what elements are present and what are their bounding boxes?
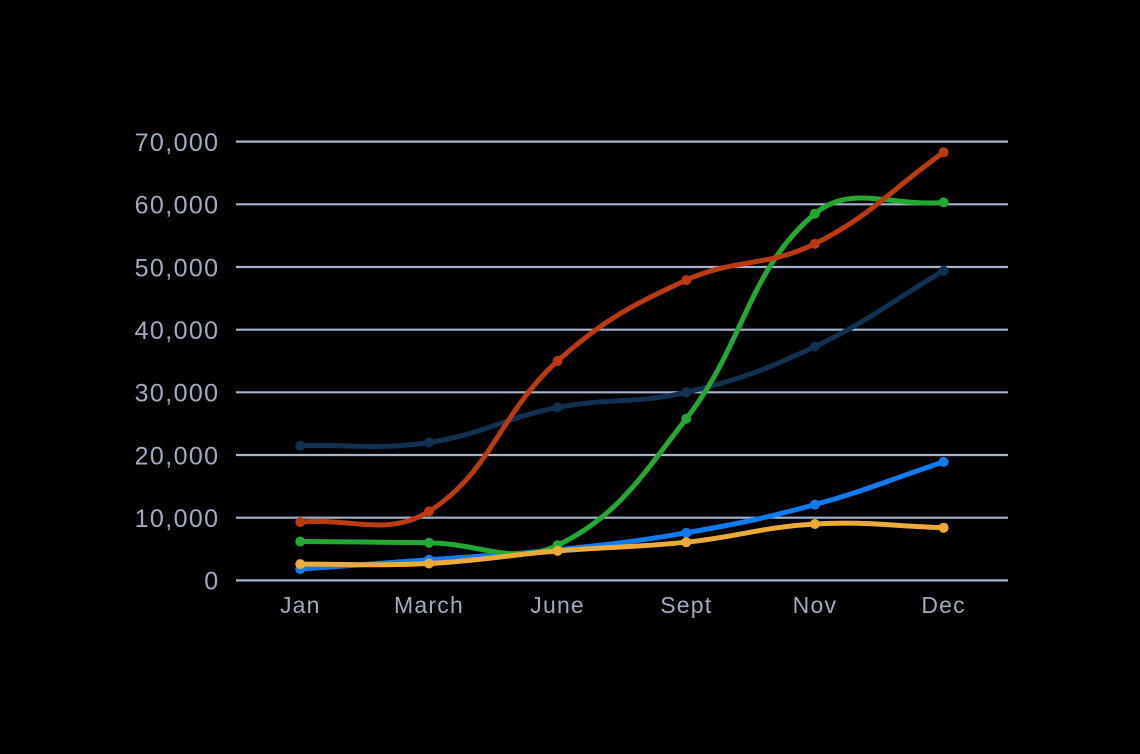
svg-text:March: March: [394, 592, 464, 618]
svg-text:Jan: Jan: [280, 592, 321, 618]
svg-text:Dec: Dec: [921, 592, 966, 618]
svg-text:50,000: 50,000: [135, 254, 220, 282]
svg-text:Nov: Nov: [793, 592, 838, 618]
svg-text:10,000: 10,000: [135, 505, 220, 533]
svg-text:30,000: 30,000: [135, 380, 220, 408]
svg-text:Sept: Sept: [660, 592, 712, 618]
svg-text:20,000: 20,000: [135, 442, 220, 470]
svg-text:June: June: [530, 592, 585, 618]
svg-text:40,000: 40,000: [135, 317, 220, 345]
svg-text:70,000: 70,000: [135, 129, 220, 157]
svg-text:60,000: 60,000: [135, 192, 220, 220]
svg-text:0: 0: [204, 568, 219, 596]
